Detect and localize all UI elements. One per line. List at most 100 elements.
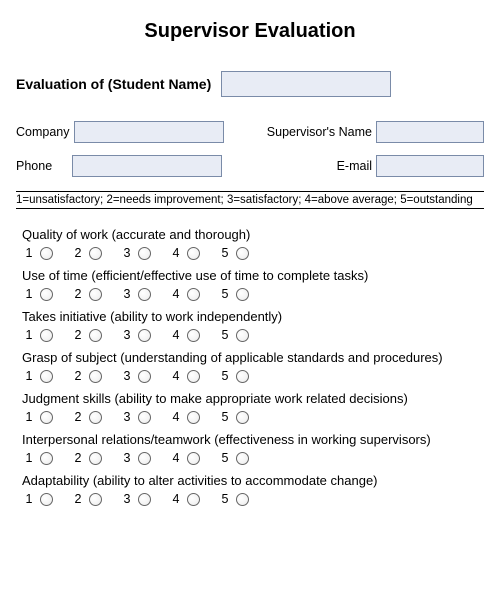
rating-radio[interactable] [89, 247, 102, 260]
scale-number: 3 [120, 369, 134, 383]
scale-number: 4 [169, 451, 183, 465]
phone-email-row: Phone E-mail [16, 155, 484, 177]
scale-number: 5 [218, 410, 232, 424]
student-name-row: Evaluation of (Student Name) [16, 71, 484, 97]
rating-radio[interactable] [89, 411, 102, 424]
scale-number: 5 [218, 451, 232, 465]
scale-number: 4 [169, 246, 183, 260]
rating-scale: 1 2 3 4 5 [22, 492, 484, 506]
rating-radio[interactable] [40, 411, 53, 424]
scale-number: 3 [120, 410, 134, 424]
phone-input[interactable] [72, 155, 222, 177]
scale-number: 1 [22, 287, 36, 301]
scale-number: 5 [218, 492, 232, 506]
company-supervisor-row: Company Supervisor's Name [16, 121, 484, 143]
rating-radio[interactable] [138, 370, 151, 383]
rating-radio[interactable] [187, 329, 200, 342]
rating-radio[interactable] [138, 329, 151, 342]
scale-number: 2 [71, 451, 85, 465]
rating-scale: 12345 [22, 369, 484, 383]
page-title: Supervisor Evaluation [16, 20, 484, 43]
divider-top [16, 191, 484, 192]
rating-radio[interactable] [187, 370, 200, 383]
scale-number: 4 [169, 492, 183, 506]
rating-radio[interactable] [236, 288, 249, 301]
rating-radio[interactable] [89, 452, 102, 465]
company-input[interactable] [74, 121, 224, 143]
scale-number: 2 [71, 492, 85, 506]
rating-radio[interactable] [89, 493, 102, 506]
rating-radio[interactable] [89, 329, 102, 342]
scale-number: 2 [71, 328, 85, 342]
scale-number: 2 [71, 410, 85, 424]
question-label: Judgment skills (ability to make appropr… [22, 391, 484, 406]
rating-radio[interactable] [40, 370, 53, 383]
scale-number: 3 [120, 328, 134, 342]
question-label: Use of time (efficient/effective use of … [22, 268, 484, 283]
scale-number: 3 [120, 492, 134, 506]
company-label: Company [16, 125, 70, 139]
rating-radio[interactable] [138, 411, 151, 424]
scale-number: 2 [71, 246, 85, 260]
scale-number: 3 [120, 451, 134, 465]
email-input[interactable] [376, 155, 484, 177]
student-name-label: Evaluation of (Student Name) [16, 76, 211, 92]
question-label: Quality of work (accurate and thorough) [22, 227, 484, 242]
question-label: Takes initiative (ability to work indepe… [22, 309, 484, 324]
email-label: E-mail [272, 159, 372, 173]
scale-number: 4 [169, 287, 183, 301]
rating-scale: 1 2 3 4 5 [22, 328, 484, 342]
supervisor-input[interactable] [376, 121, 484, 143]
scale-number: 2 [71, 369, 85, 383]
scale-number: 4 [169, 410, 183, 424]
rating-radio[interactable] [40, 452, 53, 465]
rating-radio[interactable] [187, 247, 200, 260]
scale-number: 5 [218, 246, 232, 260]
rating-radio[interactable] [40, 288, 53, 301]
scale-number: 3 [120, 246, 134, 260]
question-label: Interpersonal relations/teamwork (effect… [22, 432, 484, 447]
rating-radio[interactable] [138, 452, 151, 465]
scale-number: 1 [22, 328, 36, 342]
scale-number: 1 [22, 410, 36, 424]
rating-radio[interactable] [187, 288, 200, 301]
supervisor-label: Supervisor's Name [267, 125, 372, 139]
rating-scale: 1 2 3 4 5 [22, 451, 484, 465]
scale-number: 1 [22, 246, 36, 260]
rating-radio[interactable] [138, 247, 151, 260]
scale-number: 1 [22, 369, 36, 383]
rating-radio[interactable] [236, 411, 249, 424]
rating-radio[interactable] [40, 329, 53, 342]
scale-number: 1 [22, 451, 36, 465]
rating-radio[interactable] [187, 411, 200, 424]
scale-number: 2 [71, 287, 85, 301]
rating-radio[interactable] [40, 247, 53, 260]
rating-radio[interactable] [89, 370, 102, 383]
rating-legend: 1=unsatisfactory; 2=needs improvement; 3… [16, 194, 484, 206]
rating-radio[interactable] [40, 493, 53, 506]
rating-radio[interactable] [89, 288, 102, 301]
phone-label: Phone [16, 159, 68, 173]
question-label: Grasp of subject (understanding of appli… [22, 350, 484, 365]
rating-radio[interactable] [236, 452, 249, 465]
rating-radio[interactable] [236, 493, 249, 506]
scale-number: 4 [169, 328, 183, 342]
rating-radio[interactable] [187, 493, 200, 506]
rating-radio[interactable] [236, 329, 249, 342]
rating-radio[interactable] [138, 493, 151, 506]
divider-bottom [16, 208, 484, 209]
scale-number: 4 [169, 369, 183, 383]
rating-radio[interactable] [236, 370, 249, 383]
rating-scale: 1 2 3 4 5 [22, 246, 484, 260]
scale-number: 5 [218, 328, 232, 342]
rating-radio[interactable] [138, 288, 151, 301]
rating-radio[interactable] [187, 452, 200, 465]
scale-number: 1 [22, 492, 36, 506]
scale-number: 3 [120, 287, 134, 301]
student-name-input[interactable] [221, 71, 391, 97]
question-label: Adaptability (ability to alter activitie… [22, 473, 484, 488]
rating-scale: 1 2 3 4 5 [22, 410, 484, 424]
questions-container: Quality of work (accurate and thorough) 1… [16, 227, 484, 506]
scale-number: 5 [218, 287, 232, 301]
rating-radio[interactable] [236, 247, 249, 260]
